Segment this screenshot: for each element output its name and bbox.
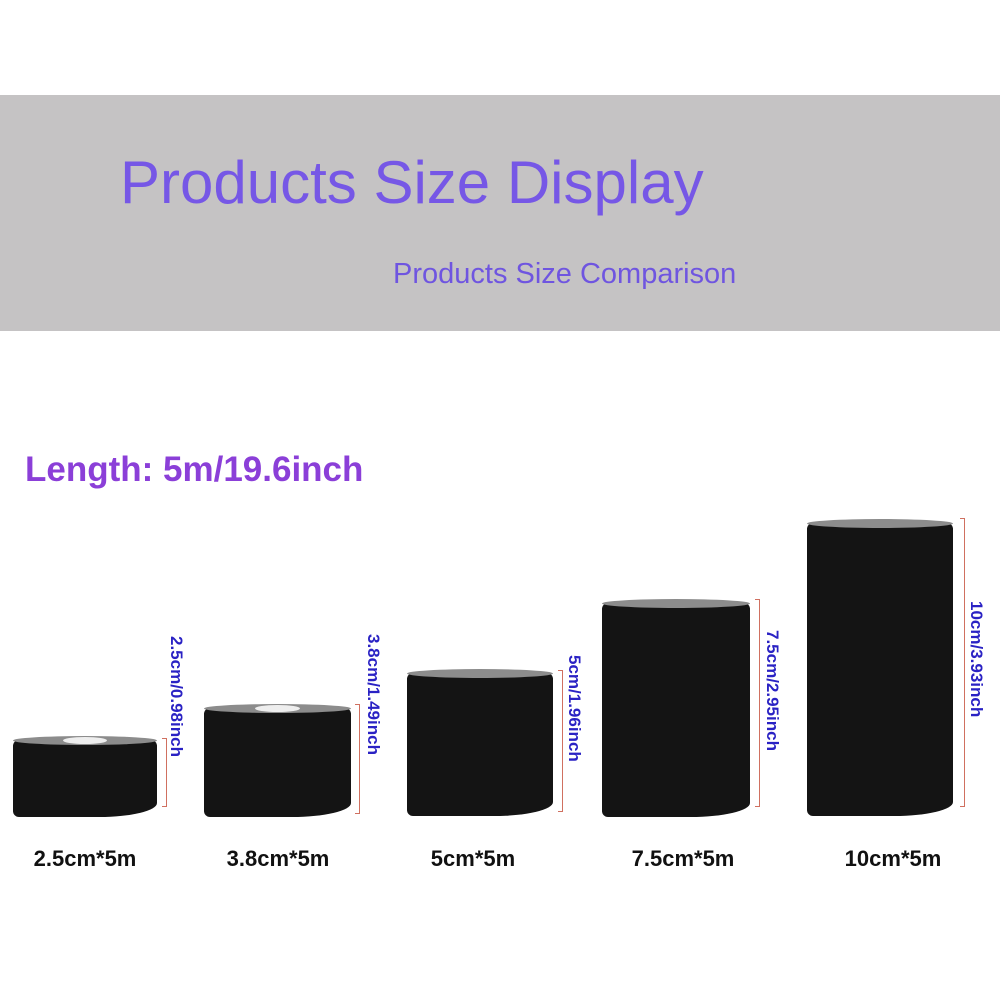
tape-roll-5cm [407,669,553,816]
dimension-label: 3.8cm/1.49inch [364,634,383,755]
dimension-bracket [162,738,167,807]
dimension-bracket [755,599,760,807]
size-label: 3.8cm*5m [226,846,330,871]
roll-core [255,705,300,712]
dimension-label: 10cm/3.93inch [967,601,986,718]
dimension-label: 2.5cm/0.98inch [167,636,186,757]
dimension-label: 5cm/1.96inch [565,655,584,762]
tape-roll-2-5cm [13,736,157,817]
header-banner [0,95,1000,331]
size-label: 10cm*5m [844,846,942,871]
size-label: 2.5cm*5m [33,846,137,871]
size-label: 7.5cm*5m [631,846,735,871]
dimension-bracket [558,670,563,812]
page-subtitle: Products Size Comparison [393,258,737,290]
dimension-label: 7.5cm/2.95inch [763,630,782,751]
dimension-bracket [960,518,965,807]
roll-core [63,737,107,744]
tape-roll-10cm [807,519,953,816]
length-label: Length: 5m/19.6inch [25,450,364,489]
tape-roll-3-8cm [204,704,351,817]
dimension-bracket [355,704,360,814]
page-title: Products Size Display [120,149,704,216]
tape-roll-7-5cm [602,599,750,817]
size-label: 5cm*5m [430,846,516,871]
